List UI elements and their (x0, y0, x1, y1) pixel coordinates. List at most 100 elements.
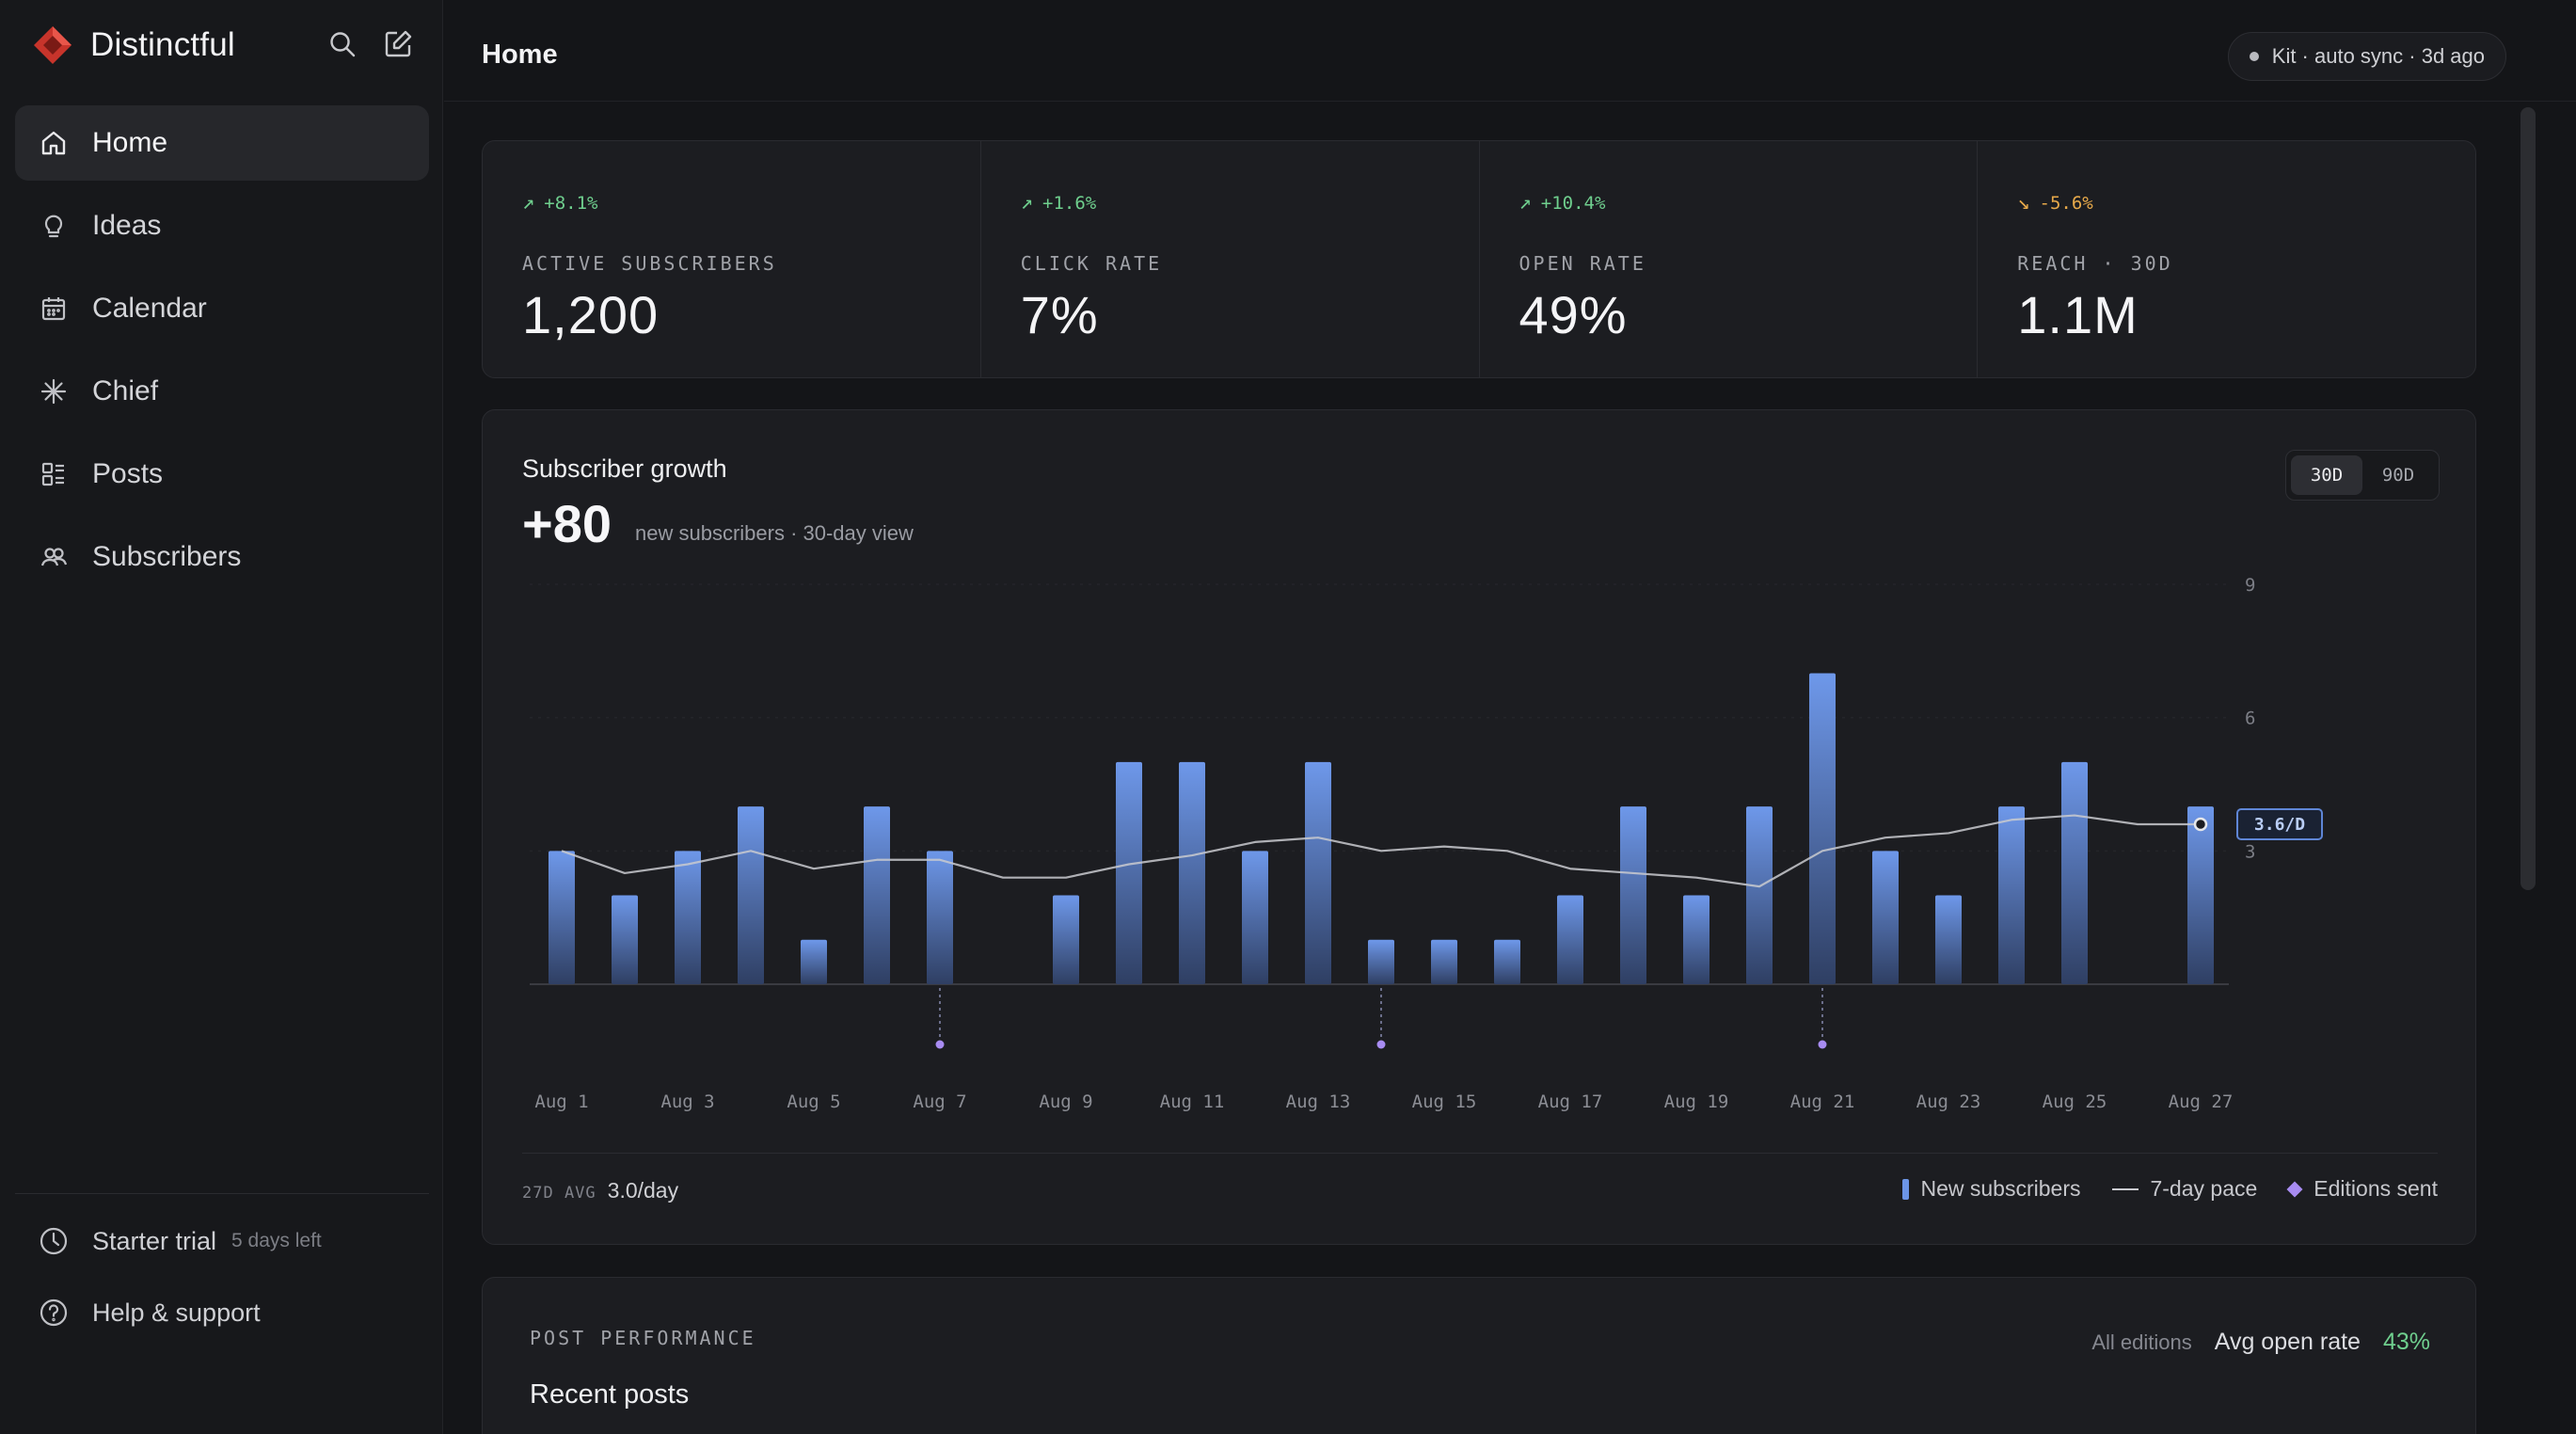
sync-status-badge[interactable]: Kit · auto sync · 3d ago (2227, 32, 2506, 81)
stat-open-rate[interactable]: ↗ +10.4% OPEN RATE 49% (1480, 141, 1979, 377)
x-tick-label: Aug 21 (1790, 1091, 1855, 1112)
bar (675, 851, 701, 984)
trend-down-icon: ↘ (2017, 191, 2030, 215)
bar (1872, 851, 1899, 984)
stat-delta: ↗ +8.1% (522, 191, 597, 215)
legend-label: New subscribers (1920, 1176, 2081, 1201)
stat-delta-value: +8.1% (544, 192, 598, 214)
bar (1053, 895, 1079, 984)
bar (549, 851, 575, 984)
trial-status[interactable]: Starter trial 5 days left (38, 1225, 322, 1257)
editions-filter[interactable]: All editions (2091, 1330, 2192, 1354)
x-tick-label: Aug 3 (660, 1091, 714, 1112)
trend-up-icon: ↗ (522, 191, 535, 215)
sidebar-item-label: Posts (92, 458, 164, 489)
sidebar-divider (15, 1193, 429, 1194)
compose-icon[interactable] (382, 28, 414, 60)
bar (864, 806, 890, 984)
stat-label: REACH · 30D (2017, 252, 2173, 275)
x-tick-label: Aug 27 (2169, 1091, 2234, 1112)
top-bar: Home Kit · auto sync · 3d ago (444, 0, 2576, 102)
pace-badge-label: 3.6/D (2254, 815, 2305, 835)
calendar-icon (41, 297, 66, 321)
trial-label: Starter trial (92, 1226, 217, 1255)
trend-up-icon: ↗ (1020, 191, 1033, 215)
pace-endpoint (2193, 817, 2208, 832)
brand-name: Distinctful (90, 26, 235, 63)
brand[interactable]: Distinctful (32, 21, 235, 70)
bar (1179, 761, 1205, 984)
line-swatch-icon (2112, 1187, 2139, 1190)
chart-footer-divider (522, 1153, 2438, 1154)
sidebar-item-label: Ideas (92, 210, 162, 241)
x-tick-label: Aug 5 (787, 1091, 840, 1112)
legend-editions-sent[interactable]: Editions sent (2286, 1176, 2438, 1202)
pace-line (561, 814, 2201, 888)
bar (1683, 895, 1709, 984)
stat-reach[interactable]: ↘ -5.6% REACH · 30D 1.1M (1978, 141, 2475, 377)
help-label: Help & support (92, 1298, 261, 1327)
x-tick-label: Aug 11 (1160, 1091, 1225, 1112)
sparkle-icon (40, 378, 67, 405)
stat-label: CLICK RATE (1020, 252, 1163, 275)
legend-label: Editions sent (2314, 1176, 2438, 1201)
range-30d-button[interactable]: 30D (2291, 455, 2362, 495)
main-nav: Home Ideas Calendar Chief Posts Subscrib… (15, 105, 429, 602)
legend-7-day-pace[interactable]: 7-day pace (2112, 1176, 2257, 1202)
sidebar-item-ideas[interactable]: Ideas (15, 188, 429, 263)
help-icon (40, 1299, 68, 1327)
edition-marker (1818, 1040, 1827, 1049)
bar (612, 895, 638, 984)
sidebar-item-label: Calendar (92, 293, 207, 324)
diamond-swatch-icon (2286, 1181, 2303, 1197)
avg-label: 27D AVG (522, 1184, 596, 1203)
stat-click-rate[interactable]: ↗ +1.6% CLICK RATE 7% (981, 141, 1480, 377)
sidebar-item-home[interactable]: Home (15, 105, 429, 181)
search-icon[interactable] (326, 28, 358, 60)
legend-new-subscribers[interactable]: New subscribers (1902, 1176, 2080, 1202)
scrollbar-thumb[interactable] (2520, 107, 2536, 890)
stat-delta: ↘ -5.6% (2017, 191, 2092, 215)
post-performance-label: POST PERFORMANCE (530, 1327, 756, 1349)
stat-label: ACTIVE SUBSCRIBERS (522, 252, 777, 275)
stat-value: 1.1M (2017, 285, 2139, 344)
average-readout: 27D AVG 3.0/day (522, 1178, 678, 1203)
x-tick-label: Aug 7 (913, 1091, 966, 1112)
range-90d-button[interactable]: 90D (2381, 465, 2415, 486)
help-support-link[interactable]: Help & support (38, 1297, 261, 1329)
post-performance-card: POST PERFORMANCE Recent posts All editio… (482, 1277, 2476, 1434)
bar (1746, 806, 1773, 984)
x-tick-label: Aug 13 (1286, 1091, 1351, 1112)
bar (738, 806, 764, 984)
bar (1935, 895, 1962, 984)
lightbulb-icon (44, 215, 63, 238)
bar (1998, 806, 2025, 984)
legend-label: 7-day pace (2150, 1176, 2258, 1201)
sync-dot-icon (2249, 52, 2259, 61)
home-icon (41, 131, 66, 155)
stat-active-subscribers[interactable]: ↗ +8.1% ACTIVE SUBSCRIBERS 1,200 (483, 141, 981, 377)
bar (2187, 806, 2214, 984)
avg-open-rate-value: 43% (2382, 1329, 2430, 1355)
bar (1809, 673, 1836, 984)
x-tick-label: Aug 23 (1916, 1091, 1981, 1112)
bar (1368, 939, 1394, 984)
stat-delta: ↗ +10.4% (1519, 191, 1606, 215)
sidebar-item-label: Chief (92, 375, 159, 406)
stat-value: 1,200 (522, 285, 660, 344)
bar (1116, 761, 1142, 984)
sidebar-item-posts[interactable]: Posts (15, 437, 429, 512)
sidebar-item-calendar[interactable]: Calendar (15, 271, 429, 346)
bar (2061, 761, 2088, 984)
sidebar-item-chief[interactable]: Chief (15, 354, 429, 429)
y-tick-label: 6 (2245, 709, 2255, 729)
stat-label: OPEN RATE (1519, 252, 1646, 275)
bar (1305, 761, 1331, 984)
sync-status-text: Kit · auto sync · 3d ago (2271, 44, 2485, 68)
y-tick-label: 3 (2245, 841, 2255, 862)
sidebar-item-subscribers[interactable]: Subscribers (15, 519, 429, 595)
growth-total: +80 (522, 494, 612, 553)
x-tick-label: Aug 17 (1538, 1091, 1603, 1112)
avg-value: 3.0/day (607, 1178, 679, 1203)
growth-subtitle: new subscribers · 30-day view (635, 521, 914, 545)
